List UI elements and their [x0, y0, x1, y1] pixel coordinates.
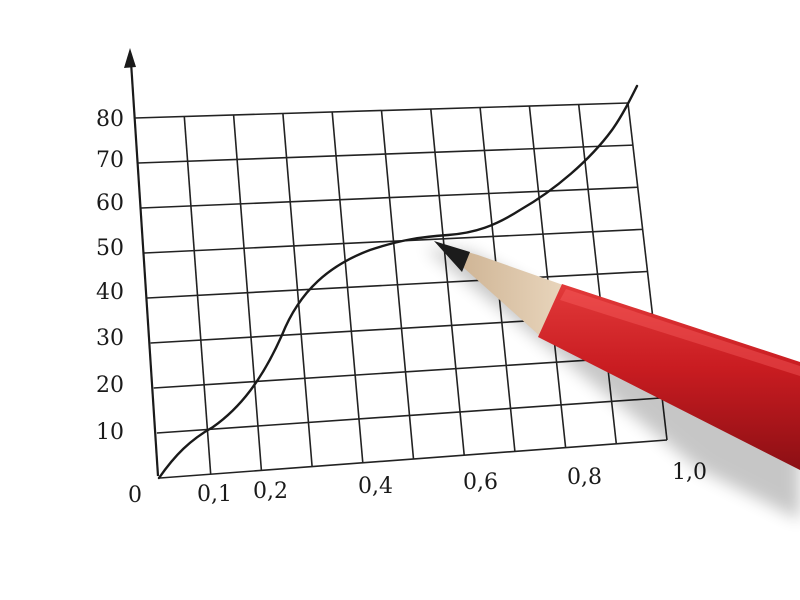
y-axis-arrow-icon	[124, 48, 136, 68]
y-tick-label: 30	[96, 326, 124, 351]
x-tick-label: 0,2	[253, 479, 288, 504]
grid-line-horizontal	[134, 102, 629, 119]
pencil-wood-tip	[436, 243, 566, 336]
y-tick-label: 70	[96, 148, 124, 173]
y-tick-label: 80	[96, 107, 124, 132]
x-tick-label: 0,4	[358, 474, 393, 499]
x-tick-labels: 0,1 0,2 0,4 0,6 0,8 1,0	[197, 460, 707, 507]
pencil-lead	[434, 241, 470, 272]
x-tick-label: 0,1	[197, 482, 232, 507]
origin-label: 0	[128, 483, 142, 508]
y-tick-label: 20	[96, 373, 124, 398]
y-tick-label: 60	[96, 191, 124, 216]
y-tick-labels: 10 20 30 40 50 60 70 80	[96, 107, 124, 445]
pencil-highlight	[560, 289, 800, 376]
grid-line-horizontal	[144, 228, 643, 254]
grid-line-horizontal	[138, 144, 633, 164]
grid-line-horizontal	[141, 186, 638, 209]
pencil-body	[538, 284, 800, 470]
y-axis	[129, 61, 160, 477]
plotted-curve	[157, 84, 639, 480]
pencil	[425, 241, 800, 520]
x-axis	[159, 439, 668, 479]
y-tick-label: 40	[96, 280, 124, 305]
x-tick-label: 0,8	[567, 465, 602, 490]
y-tick-label: 10	[96, 420, 124, 445]
y-tick-label: 50	[96, 236, 124, 261]
x-tick-label: 0,6	[463, 470, 498, 495]
grid-line-horizontal	[156, 397, 663, 434]
grid-line-horizontal	[147, 270, 648, 299]
